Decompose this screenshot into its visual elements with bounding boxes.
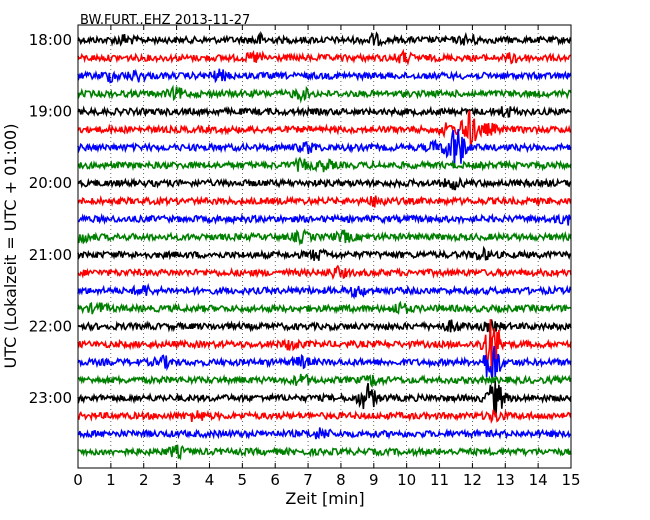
x-axis: 0 1 2 3 4 5 6 7 8 9 10 11 12 13 14 15 xyxy=(73,25,581,489)
trace-1915 xyxy=(77,110,572,146)
trace-2030 xyxy=(78,212,572,226)
trace-1930 xyxy=(77,129,572,168)
grid-lines xyxy=(110,25,539,468)
plot-frame xyxy=(77,24,572,469)
trace-2215 xyxy=(77,319,572,373)
trace-2300 xyxy=(77,381,572,415)
x-tick-label: 6 xyxy=(270,471,280,489)
trace-group xyxy=(77,30,572,461)
trace-2345 xyxy=(77,444,572,461)
x-tick-label: 5 xyxy=(238,471,248,489)
trace-2230 xyxy=(77,345,572,380)
x-tick-label: 4 xyxy=(205,471,215,489)
x-tick-label: 1 xyxy=(106,471,116,489)
x-tick-label: 3 xyxy=(172,471,182,489)
y-tick-label: 22:00 xyxy=(29,317,72,335)
trace-1945 xyxy=(77,156,572,173)
trace-2330 xyxy=(77,427,572,440)
x-tick-label: 10 xyxy=(397,471,416,489)
y-axis-label: UTC (Lokalzeit = UTC + 01:00) xyxy=(1,124,20,369)
trace-2115 xyxy=(77,264,572,281)
x-axis-label: Zeit [min] xyxy=(285,489,364,508)
trace-2015 xyxy=(77,195,572,208)
x-tick-label: 14 xyxy=(529,471,548,489)
y-tick-label: 19:00 xyxy=(29,103,72,121)
trace-2200 xyxy=(77,319,572,334)
y-tick-label: 21:00 xyxy=(29,246,72,264)
x-tick-label: 11 xyxy=(430,471,449,489)
trace-2130 xyxy=(77,282,572,300)
trace-1800 xyxy=(77,30,572,47)
chart-title: BW.FURT..EHZ 2013-11-27 xyxy=(80,13,250,28)
x-tick-label: 2 xyxy=(139,471,149,489)
y-tick-label: 20:00 xyxy=(29,174,72,192)
y-tick-label: 18:00 xyxy=(29,31,72,49)
trace-2145 xyxy=(77,300,572,315)
trace-1845 xyxy=(77,84,572,104)
y-tick-label: 23:00 xyxy=(29,389,72,407)
x-tick-label: 15 xyxy=(561,471,580,489)
trace-1830 xyxy=(77,68,572,84)
x-tick-label: 9 xyxy=(369,471,379,489)
trace-2245 xyxy=(77,373,572,389)
trace-2045 xyxy=(77,228,572,246)
y-axis: 18:00 19:00 20:00 21:00 22:00 23:00 xyxy=(29,31,571,407)
trace-2315 xyxy=(77,408,572,425)
x-tick-label: 12 xyxy=(463,471,482,489)
trace-2100 xyxy=(77,245,572,261)
trace-1900 xyxy=(77,105,572,118)
x-tick-label: 13 xyxy=(496,471,515,489)
x-tick-label: 8 xyxy=(336,471,346,489)
x-tick-label: 0 xyxy=(73,471,83,489)
trace-2000 xyxy=(77,176,572,191)
x-tick-label: 7 xyxy=(303,471,313,489)
trace-1815 xyxy=(77,48,572,66)
